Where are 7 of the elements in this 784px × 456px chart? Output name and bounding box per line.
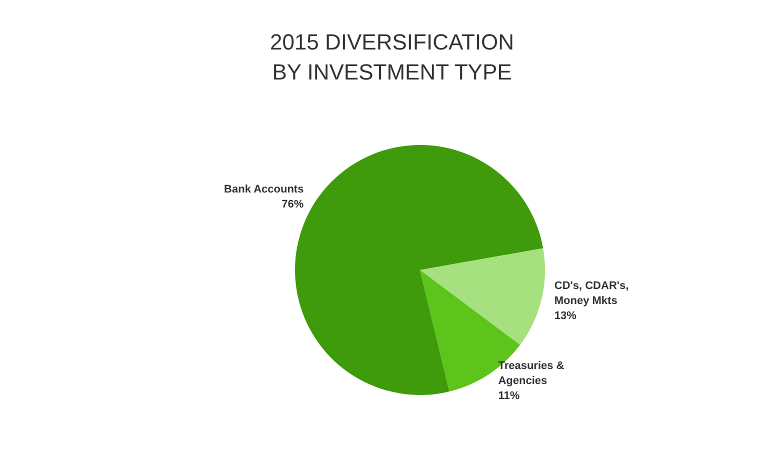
slice-label: Treasuries & Agencies (498, 360, 568, 388)
data-label: 76% (282, 198, 304, 211)
slice-label: Bank Accounts (224, 184, 304, 196)
chart-title: 2015 DIVERSIFICATION BY INVESTMENT TYPE (270, 30, 514, 84)
slice-label: CD's, CDAR's, Money Mkts (554, 280, 632, 307)
data-label: 11% (498, 390, 520, 402)
data-label: 13% (554, 310, 577, 322)
